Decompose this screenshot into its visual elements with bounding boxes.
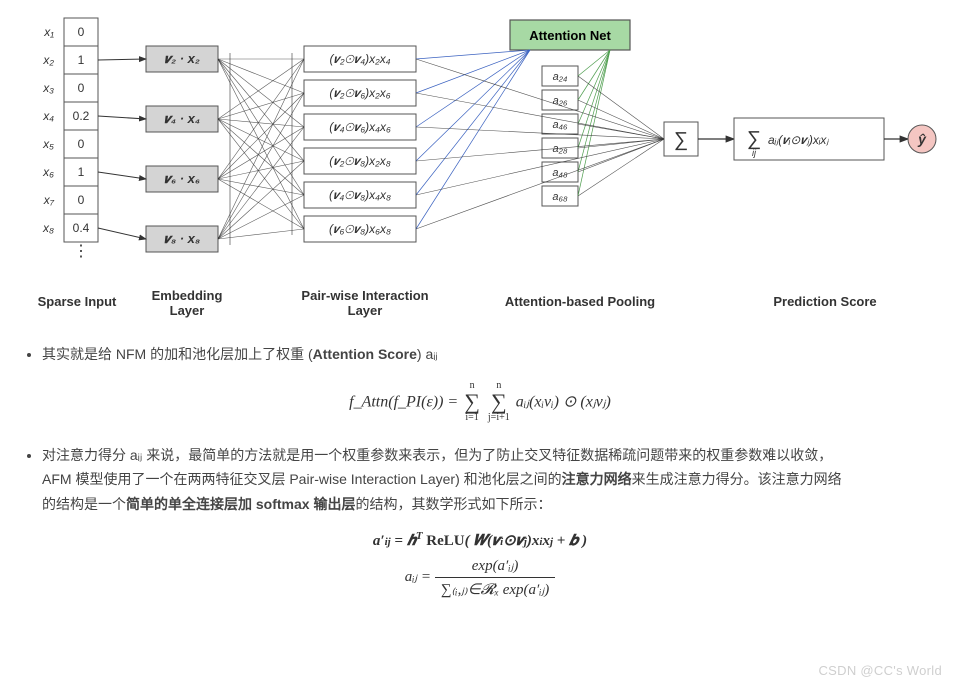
- column-label: Attention-based Pooling: [480, 294, 680, 309]
- bullet-block-2: 对注意力得分 aᵢⱼ 来说，最简单的方法就是用一个权重参数来表示，但为了防止交叉…: [20, 443, 940, 517]
- svg-text:1: 1: [78, 165, 85, 179]
- svg-text:(𝒗₄⊙𝒗₆)x₄x₆: (𝒗₄⊙𝒗₆)x₄x₆: [329, 120, 391, 134]
- svg-text:x₇: x₇: [43, 193, 55, 207]
- svg-text:0: 0: [78, 25, 85, 39]
- svg-text:x₅: x₅: [42, 137, 54, 151]
- svg-text:a₂₆: a₂₆: [553, 95, 568, 107]
- bullet-1: 其实就是给 NFM 的加和池化层加上了权重 (Attention Score) …: [42, 342, 940, 367]
- svg-text:𝒗₂ · x₂: 𝒗₂ · x₂: [164, 51, 200, 66]
- svg-text:0.4: 0.4: [73, 221, 90, 235]
- svg-text:ŷ: ŷ: [917, 131, 927, 147]
- svg-text:𝒗₆ · x₆: 𝒗₆ · x₆: [164, 171, 200, 186]
- svg-text:(𝒗₂⊙𝒗₈)x₂x₈: (𝒗₂⊙𝒗₈)x₂x₈: [329, 154, 391, 168]
- svg-text:0.2: 0.2: [73, 109, 90, 123]
- svg-text:⋮: ⋮: [73, 243, 89, 260]
- svg-text:1: 1: [78, 53, 85, 67]
- column-label: Sparse Input: [22, 294, 132, 309]
- column-label: Pair-wise Interaction Layer: [280, 288, 450, 318]
- svg-text:a₄₈: a₄₈: [552, 167, 568, 179]
- svg-text:(𝒗₄⊙𝒗₈)x₄x₈: (𝒗₄⊙𝒗₈)x₄x₈: [329, 188, 391, 202]
- formula-attn-sum: f_Attn(f_PI(ε)) = n∑i=1 n∑j=i+1 aᵢⱼ(xᵢvᵢ…: [20, 381, 940, 425]
- svg-text:0: 0: [78, 193, 85, 207]
- svg-text:Attention Net: Attention Net: [529, 28, 611, 43]
- svg-text:aᵢⱼ(𝒗ᵢ⊙𝒗ⱼ)xᵢxⱼ: aᵢⱼ(𝒗ᵢ⊙𝒗ⱼ)xᵢxⱼ: [768, 133, 829, 147]
- svg-text:a₆₈: a₆₈: [552, 191, 568, 203]
- svg-text:∑: ∑: [674, 129, 688, 151]
- svg-text:(𝒗₂⊙𝒗₄)x₂x₄: (𝒗₂⊙𝒗₄)x₂x₄: [329, 52, 390, 66]
- svg-text:0: 0: [78, 137, 85, 151]
- svg-text:∑: ∑: [747, 128, 761, 150]
- svg-text:0: 0: [78, 81, 85, 95]
- column-label: Prediction Score: [740, 294, 910, 309]
- svg-text:𝒗₈ · x₈: 𝒗₈ · x₈: [164, 231, 200, 246]
- svg-text:a₂₄: a₂₄: [553, 71, 568, 83]
- bullet-2: 对注意力得分 aᵢⱼ 来说，最简单的方法就是用一个权重参数来表示，但为了防止交叉…: [42, 443, 940, 517]
- column-label: Embedding Layer: [132, 288, 242, 318]
- svg-text:x₆: x₆: [42, 165, 54, 179]
- formula-attn-net: a′ij = 𝒉T ReLU( 𝑾(𝒗i⊙𝒗j)xixj + 𝒃 ) aᵢⱼ =…: [20, 530, 940, 599]
- svg-text:(𝒗₂⊙𝒗₆)x₂x₆: (𝒗₂⊙𝒗₆)x₂x₆: [329, 86, 390, 100]
- svg-text:x₁: x₁: [43, 25, 54, 39]
- svg-text:x₃: x₃: [42, 81, 54, 95]
- svg-text:x₄: x₄: [42, 109, 54, 123]
- watermark: CSDN @CC's World: [818, 663, 942, 678]
- afm-architecture-diagram: x₁ 0 x₂ 1 x₃ 0 x₄ 0.2 x₅ 0 x₆ 1 x₇ 0 x₈ 0.4 ⋮ 𝒗₂ · x₂ 𝒗₄ ·…: [20, 12, 940, 332]
- svg-text:x₈: x₈: [42, 221, 54, 235]
- svg-text:a₂₈: a₂₈: [553, 143, 568, 155]
- svg-text:x₂: x₂: [42, 53, 54, 67]
- svg-text:𝒗₄ · x₄: 𝒗₄ · x₄: [164, 111, 200, 126]
- bullet-block-1: 其实就是给 NFM 的加和池化层加上了权重 (Attention Score) …: [20, 342, 940, 367]
- svg-text:(𝒗₆⊙𝒗₈)x₆x₈: (𝒗₆⊙𝒗₈)x₆x₈: [329, 222, 391, 236]
